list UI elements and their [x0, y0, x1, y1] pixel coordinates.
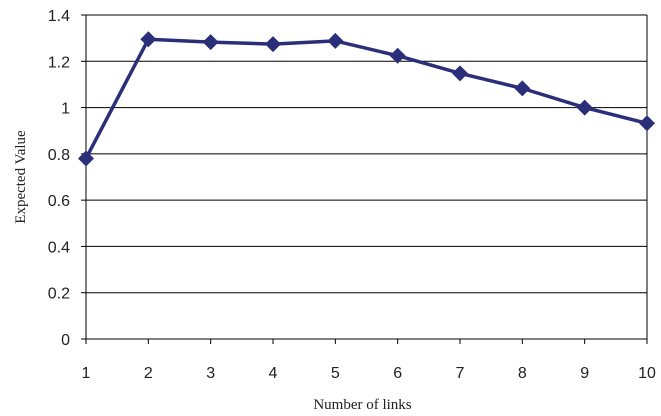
- y-tick-label-4: 0.8: [48, 147, 70, 164]
- x-tick-label-9: 10: [638, 365, 656, 382]
- axes: [81, 14, 648, 344]
- y-tick-label-3: 0.6: [48, 193, 70, 210]
- y-tick-labels: 0 0.2 0.4 0.6 0.8 1 1.2 1.4: [48, 8, 70, 349]
- data-point-1: [78, 150, 94, 167]
- data-point-9: [576, 99, 593, 116]
- x-tick-label-7: 8: [518, 365, 527, 382]
- data-point-8: [514, 80, 531, 97]
- y-tick-label-0: 0: [61, 332, 70, 349]
- x-tick-label-2: 3: [206, 365, 215, 382]
- series-group: [78, 31, 655, 167]
- data-point-10: [639, 115, 655, 132]
- data-point-3: [202, 34, 219, 51]
- y-tick-label-2: 0.4: [48, 239, 70, 256]
- y-tick-label-5: 1: [61, 101, 70, 118]
- data-point-5: [327, 32, 344, 49]
- gridlines: [86, 14, 647, 294]
- x-tick-label-5: 6: [393, 365, 402, 382]
- y-tick-label-6: 1.2: [48, 54, 70, 71]
- series-line-0: [84, 37, 648, 160]
- x-tick-label-8: 9: [580, 365, 589, 382]
- x-tick-label-6: 7: [456, 365, 465, 382]
- x-axis-title: Number of links: [313, 397, 411, 413]
- x-tick-labels: 1 2 3 4 5 6 7 8 9 10: [82, 365, 656, 382]
- data-point-2: [140, 31, 157, 48]
- x-tick-label-4: 5: [331, 365, 340, 382]
- x-tick-label-3: 4: [269, 365, 278, 382]
- x-tick-label-0: 1: [82, 365, 91, 382]
- x-tick-label-1: 2: [144, 365, 153, 382]
- data-point-6: [389, 47, 406, 64]
- data-point-7: [452, 65, 468, 82]
- y-axis-title: Expected Value: [13, 130, 29, 224]
- data-point-4: [265, 36, 281, 53]
- y-tick-label-1: 0.2: [48, 286, 70, 303]
- y-tick-label-7: 1.4: [48, 8, 70, 25]
